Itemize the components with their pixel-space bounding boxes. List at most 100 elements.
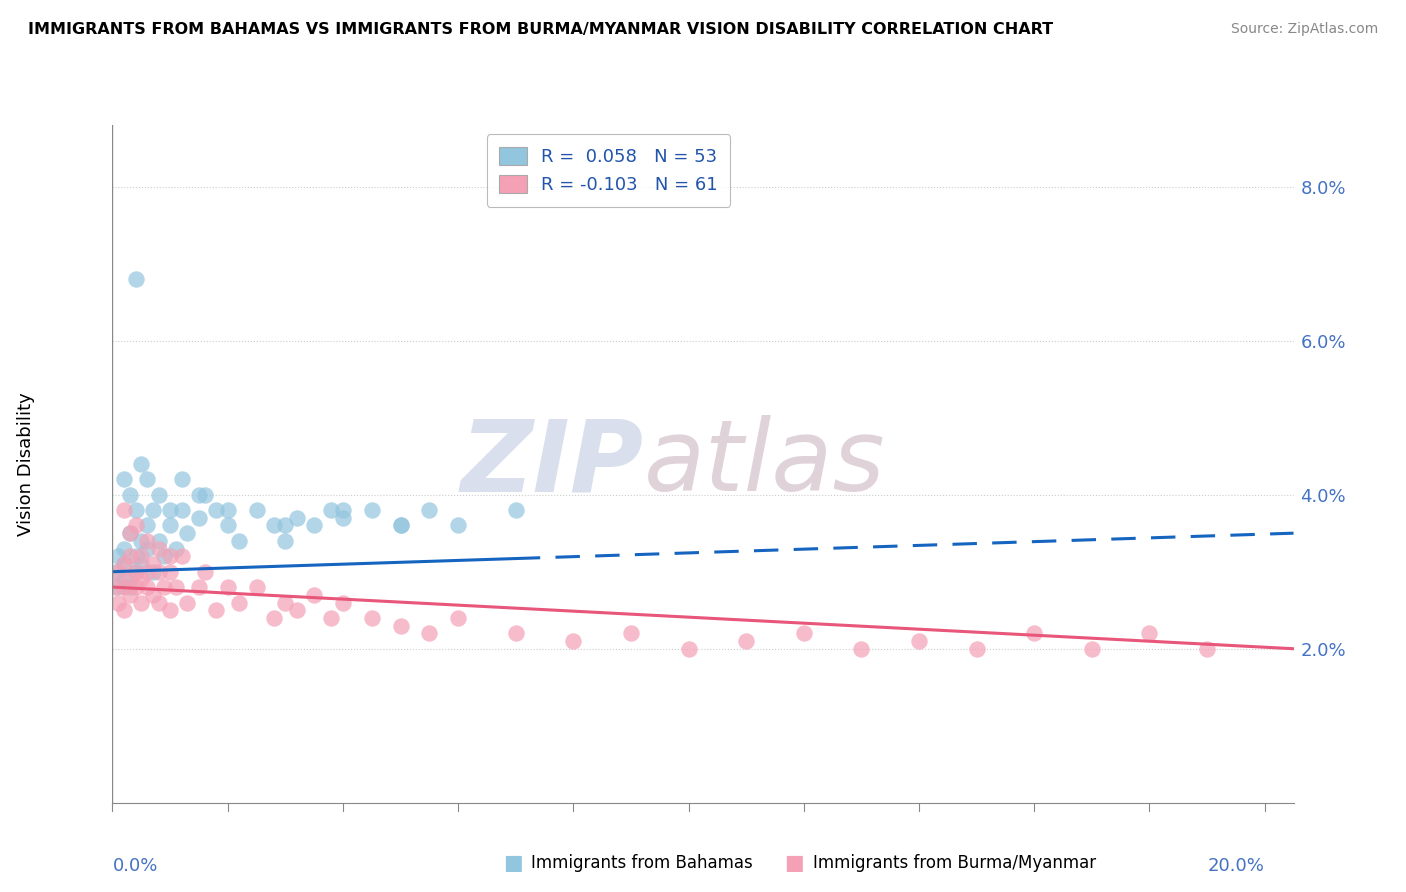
Point <box>170 472 193 486</box>
Point <box>194 488 217 502</box>
Point <box>159 518 181 533</box>
Point <box>360 611 382 625</box>
Point <box>129 595 152 609</box>
Point <box>148 533 170 548</box>
Point <box>104 580 127 594</box>
Point <box>1081 641 1104 656</box>
Text: Source: ZipAtlas.com: Source: ZipAtlas.com <box>1230 22 1378 37</box>
Point <box>107 549 129 564</box>
Point <box>112 503 135 517</box>
Point <box>165 541 187 556</box>
Point <box>142 565 165 579</box>
Point <box>170 503 193 517</box>
Legend: R =  0.058   N = 53, R = -0.103   N = 61: R = 0.058 N = 53, R = -0.103 N = 61 <box>486 134 730 207</box>
Point <box>159 565 181 579</box>
Point <box>136 580 159 594</box>
Point <box>1024 626 1046 640</box>
Point <box>217 580 239 594</box>
Point <box>418 503 440 517</box>
Point <box>159 503 181 517</box>
Point <box>245 580 267 594</box>
Point <box>124 549 146 564</box>
Point <box>321 611 343 625</box>
Point <box>112 541 135 556</box>
Point <box>118 526 141 541</box>
Point <box>148 595 170 609</box>
Point <box>107 595 129 609</box>
Text: atlas: atlas <box>644 416 886 512</box>
Point <box>112 573 135 587</box>
Point <box>159 549 181 564</box>
Point <box>118 549 141 564</box>
Text: Immigrants from Burma/Myanmar: Immigrants from Burma/Myanmar <box>813 855 1095 872</box>
Point <box>148 488 170 502</box>
Point <box>129 533 152 548</box>
Text: IMMIGRANTS FROM BAHAMAS VS IMMIGRANTS FROM BURMA/MYANMAR VISION DISABILITY CORRE: IMMIGRANTS FROM BAHAMAS VS IMMIGRANTS FR… <box>28 22 1053 37</box>
Point <box>389 618 412 632</box>
Point <box>118 580 141 594</box>
Point <box>205 503 228 517</box>
Point <box>735 634 758 648</box>
Point <box>332 595 354 609</box>
Point <box>908 634 931 648</box>
Point <box>274 518 297 533</box>
Point <box>170 549 193 564</box>
Point <box>302 588 325 602</box>
Point <box>136 565 159 579</box>
Point <box>274 533 297 548</box>
Text: Vision Disability: Vision Disability <box>17 392 35 536</box>
Point <box>136 541 159 556</box>
Point <box>136 472 159 486</box>
Text: 0.0%: 0.0% <box>112 856 157 875</box>
Point <box>112 603 135 617</box>
Text: ■: ■ <box>503 854 523 873</box>
Point <box>165 580 187 594</box>
Point <box>194 565 217 579</box>
Point <box>228 533 250 548</box>
Text: 20.0%: 20.0% <box>1208 856 1265 875</box>
Point <box>124 565 146 579</box>
Point <box>118 588 141 602</box>
Point <box>966 641 988 656</box>
Point <box>263 518 285 533</box>
Point <box>263 611 285 625</box>
Point <box>124 565 146 579</box>
Point <box>176 595 198 609</box>
Point <box>118 488 141 502</box>
Point <box>321 503 343 517</box>
Point <box>124 503 146 517</box>
Point <box>112 472 135 486</box>
Point <box>124 272 146 286</box>
Point <box>285 510 308 524</box>
Point <box>678 641 700 656</box>
Text: Immigrants from Bahamas: Immigrants from Bahamas <box>531 855 754 872</box>
Point <box>793 626 815 640</box>
Point <box>851 641 873 656</box>
Point <box>153 580 176 594</box>
Point <box>245 503 267 517</box>
Point <box>217 518 239 533</box>
Point <box>228 595 250 609</box>
Point <box>142 503 165 517</box>
Point <box>1139 626 1161 640</box>
Point <box>124 518 146 533</box>
Point <box>159 603 181 617</box>
Point <box>447 611 470 625</box>
Point <box>129 549 152 564</box>
Point <box>332 510 354 524</box>
Point <box>107 565 129 579</box>
Text: ZIP: ZIP <box>461 416 644 512</box>
Point <box>187 510 209 524</box>
Text: ■: ■ <box>785 854 804 873</box>
Point <box>332 503 354 517</box>
Point <box>620 626 643 640</box>
Point <box>112 557 135 571</box>
Point <box>285 603 308 617</box>
Point <box>112 580 135 594</box>
Point <box>136 533 159 548</box>
Point <box>562 634 585 648</box>
Point <box>107 580 129 594</box>
Point <box>505 626 527 640</box>
Point <box>118 573 141 587</box>
Point <box>148 541 170 556</box>
